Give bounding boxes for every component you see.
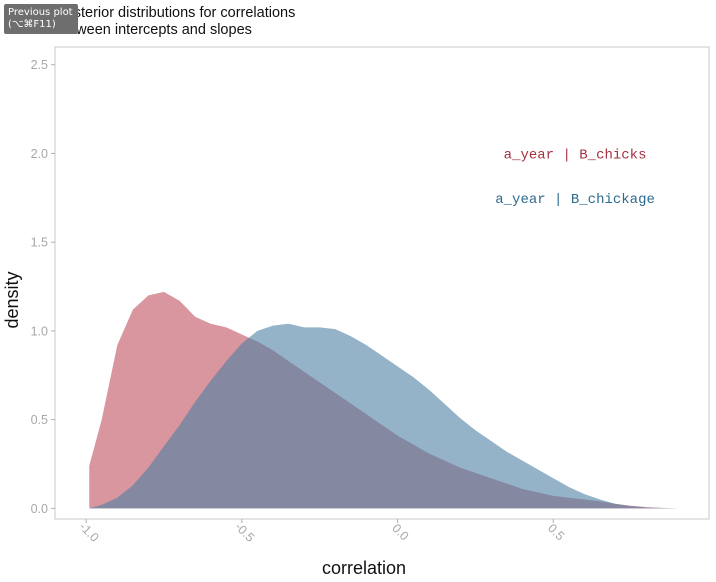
x-axis-label: correlation (322, 558, 406, 578)
plot-panel-border (54, 46, 710, 520)
density-area-series-2 (89, 323, 678, 509)
tooltip-line-1: Previous plot (8, 7, 73, 18)
series-annotation-1: a_year | B_chicks (504, 147, 647, 163)
x-tick-label: 0.5 (545, 521, 567, 543)
chart-title: Posterior distributions for correlations… (56, 5, 295, 39)
y-axis-label: density (2, 271, 22, 328)
previous-plot-tooltip[interactable]: Previous plot (⌥⌘F11) (4, 4, 78, 34)
y-tick-label: 2.5 (31, 58, 48, 72)
x-tick-label: -0.5 (232, 520, 257, 545)
y-tick-label: 1.5 (31, 236, 48, 250)
y-tick-label: 0.0 (31, 502, 48, 516)
x-tick-label: -1.0 (76, 520, 101, 545)
y-tick-label: 0.5 (31, 413, 48, 427)
y-tick-label: 1.0 (31, 324, 48, 338)
chart-title-line-2: between intercepts and slopes (56, 22, 252, 38)
chart-title-line-1: Posterior distributions for correlations (56, 5, 296, 21)
tooltip-line-2: (⌥⌘F11) (8, 19, 56, 30)
x-tick-label: 0.0 (389, 521, 411, 543)
series-annotation-2: a_year | B_chickage (495, 192, 655, 208)
y-tick-label: 2.0 (31, 147, 48, 161)
